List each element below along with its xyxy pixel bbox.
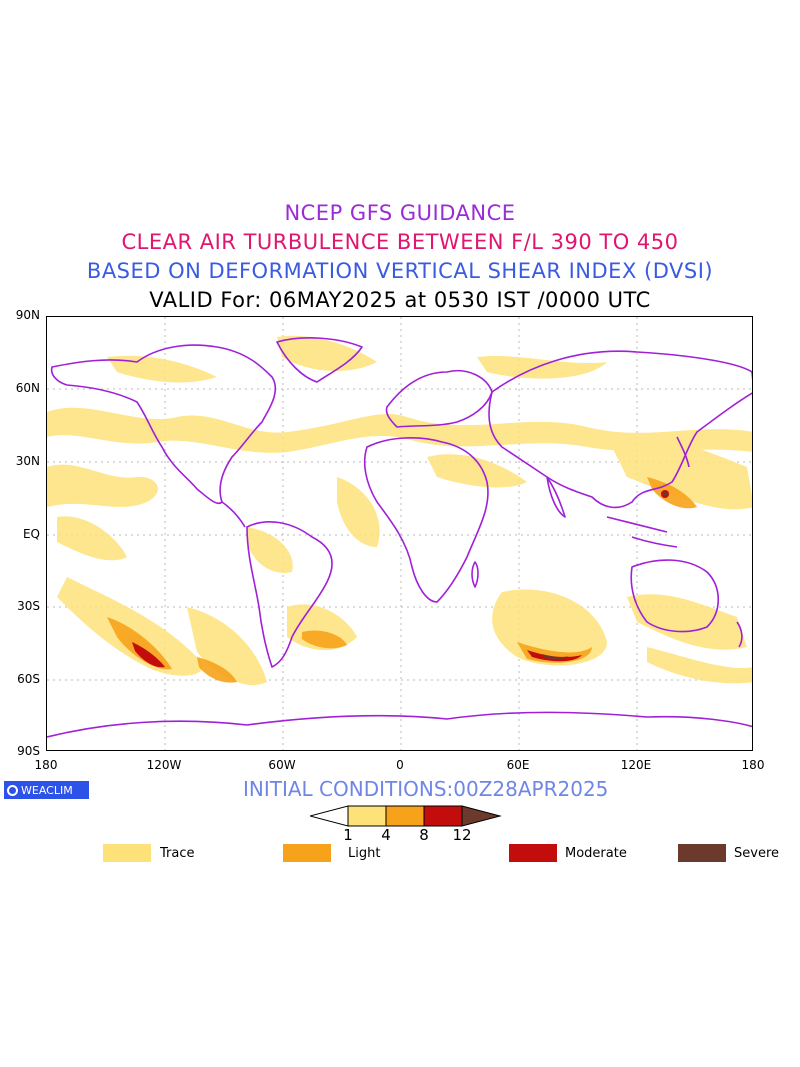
lat-label-90n: 90N bbox=[15, 308, 40, 322]
badge-label: WEACLIM bbox=[21, 783, 73, 797]
lat-label-eq: EQ bbox=[22, 527, 40, 541]
title-line-2: CLEAR AIR TURBULENCE BETWEEN F/L 390 TO … bbox=[121, 230, 679, 254]
legend-label-trace: Trace bbox=[160, 846, 195, 861]
legend-swatch-moderate bbox=[509, 844, 557, 862]
turbulence-map bbox=[46, 316, 753, 751]
lat-label-30s: 30S bbox=[17, 599, 40, 613]
colorbar-tick-8: 8 bbox=[419, 826, 429, 844]
lat-label-60s: 60S bbox=[17, 672, 40, 686]
colorbar-segment-moderate bbox=[423, 805, 463, 827]
legend-swatch-severe bbox=[678, 844, 726, 862]
turbulence-light-areas bbox=[107, 477, 697, 683]
colorbar-segment-trace bbox=[347, 805, 387, 827]
lon-label-180e: 180 bbox=[741, 758, 765, 772]
lon-label-180w: 180 bbox=[34, 758, 58, 772]
lon-label-60w: 60W bbox=[268, 758, 296, 772]
turbulence-trace-areas bbox=[47, 335, 752, 686]
legend-swatch-trace bbox=[103, 844, 151, 862]
weaclim-badge: WEACLIM bbox=[4, 781, 89, 799]
legend-swatch-light bbox=[283, 844, 331, 862]
circle-logo-icon bbox=[7, 784, 18, 796]
colorbar-segment-white bbox=[308, 805, 349, 827]
title-line-3: BASED ON DEFORMATION VERTICAL SHEAR INDE… bbox=[86, 259, 714, 283]
colorbar-segment-severe bbox=[461, 805, 502, 827]
legend-label-severe: Severe bbox=[734, 846, 779, 861]
colorbar-segment-light bbox=[385, 805, 425, 827]
title-line-4: VALID For: 06MAY2025 at 0530 IST /0000 U… bbox=[149, 288, 651, 312]
legend-label-light: Light bbox=[348, 846, 381, 861]
map-gridlines bbox=[47, 317, 752, 750]
colorbar-tick-12: 12 bbox=[452, 826, 472, 844]
continent-outlines bbox=[47, 337, 752, 738]
lon-label-0: 0 bbox=[396, 758, 404, 772]
colorbar-tick-1: 1 bbox=[343, 826, 353, 844]
lon-label-120e: 120E bbox=[620, 758, 652, 772]
turbulence-moderate-severe-areas bbox=[132, 490, 669, 668]
map-canvas bbox=[47, 317, 752, 750]
lon-label-60e: 60E bbox=[506, 758, 530, 772]
lat-label-90s: 90S bbox=[17, 744, 40, 758]
initial-conditions-text: INITIAL CONDITIONS:00Z28APR2025 bbox=[243, 777, 609, 801]
colorbar-tick-4: 4 bbox=[381, 826, 391, 844]
lon-label-120w: 120W bbox=[146, 758, 182, 772]
lat-label-60n: 60N bbox=[15, 381, 40, 395]
lat-label-30n: 30N bbox=[15, 454, 40, 468]
legend-label-moderate: Moderate bbox=[565, 846, 627, 861]
title-line-1: NCEP GFS GUIDANCE bbox=[284, 201, 516, 225]
color-bar bbox=[308, 805, 505, 831]
